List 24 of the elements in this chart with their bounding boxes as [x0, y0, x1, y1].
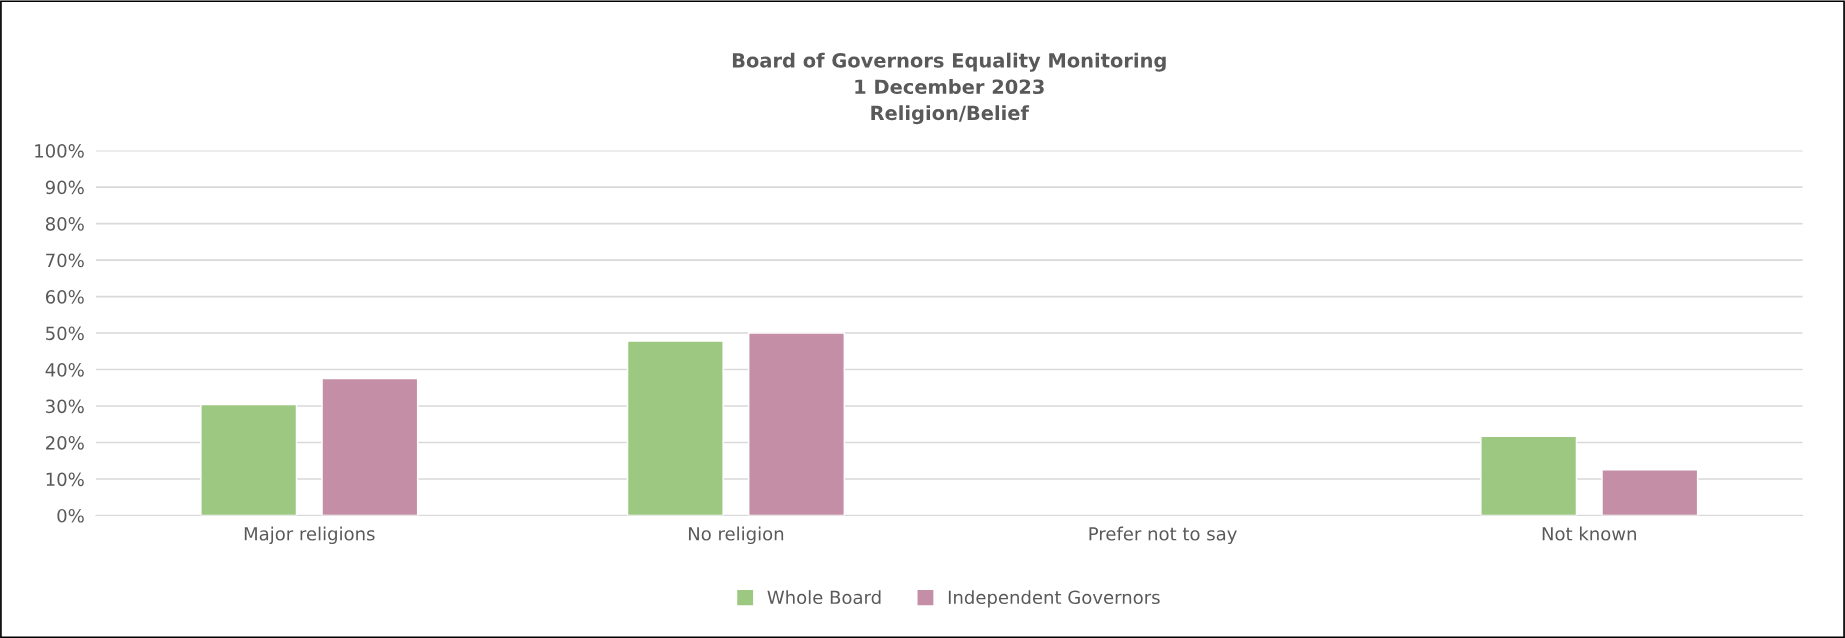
bar — [626, 340, 724, 516]
y-tick-label: 0% — [57, 508, 84, 523]
y-tick-label: 40% — [45, 362, 84, 377]
x-tick-label: Major religions — [244, 526, 375, 545]
x-tick-label: Prefer not to say — [1089, 526, 1237, 545]
x-tick-label: No religion — [688, 526, 784, 545]
bar — [1480, 435, 1578, 516]
y-tick-label: 70% — [46, 253, 84, 268]
legend-label: Whole Board — [767, 590, 881, 605]
chart-title: Board of Governors Equality Monitoring 1 December 2023 Religion/Belief — [732, 52, 1166, 125]
y-tick-label: 80% — [45, 217, 84, 231]
y-tick-label: 30% — [46, 399, 84, 414]
y-tick-label: 10% — [46, 472, 84, 487]
bar — [200, 403, 298, 516]
bar — [321, 377, 419, 516]
y-tick-label: 20% — [46, 435, 84, 450]
x-tick-label: Not known — [1542, 526, 1636, 541]
y-tick-label: 50% — [46, 326, 84, 341]
bar — [748, 332, 845, 516]
y-tick-label: 100% — [35, 144, 84, 158]
y-tick-label: 60% — [45, 290, 84, 304]
legend-label: Independent Governors — [948, 590, 1160, 608]
y-tick-label: 90% — [45, 180, 84, 195]
bar — [1601, 469, 1699, 516]
